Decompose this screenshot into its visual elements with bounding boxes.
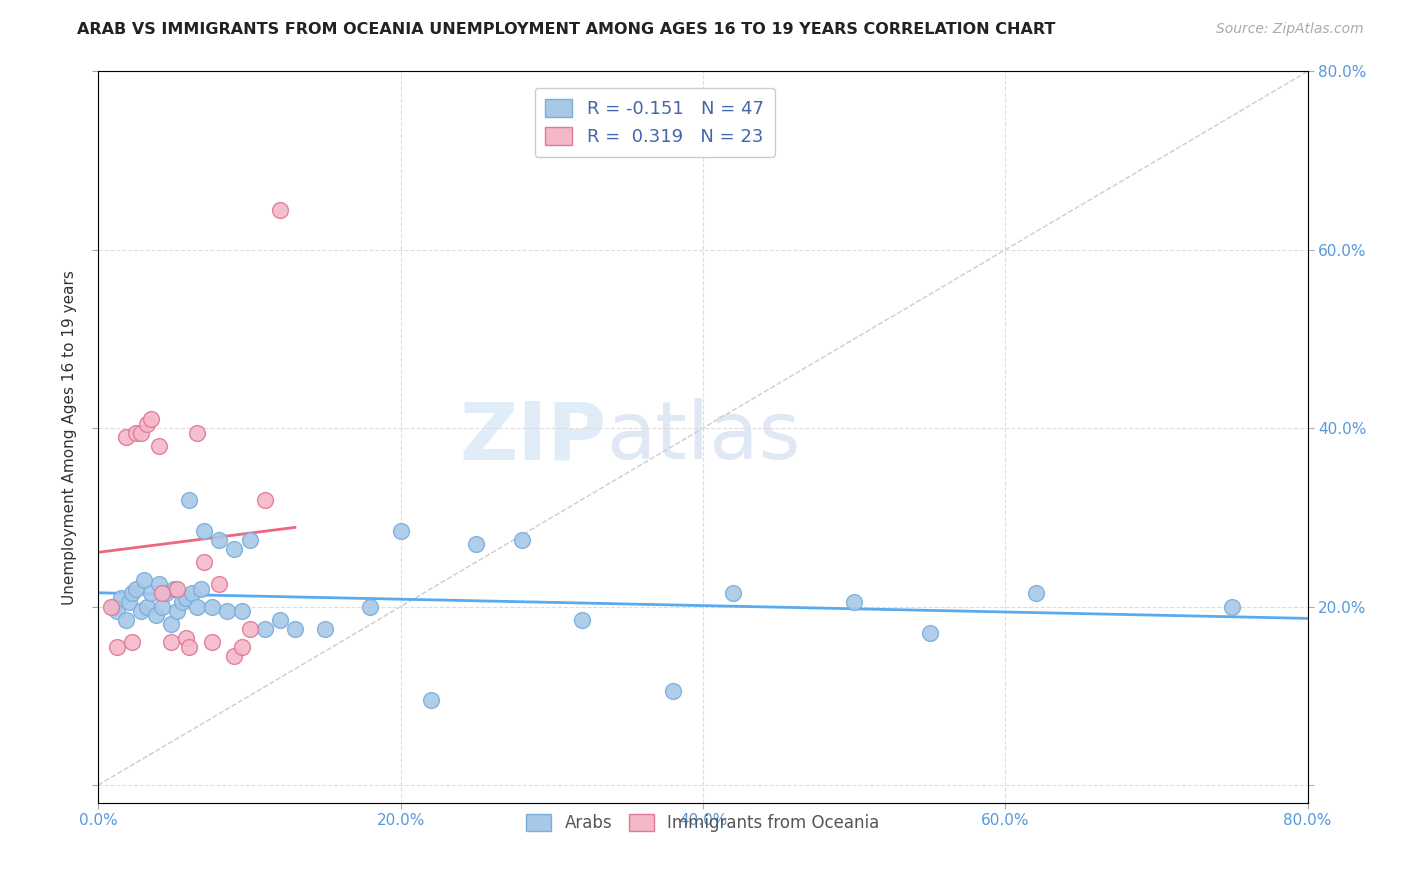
Point — [141, 586, 163, 600]
Point — [125, 425, 148, 440]
Point — [284, 622, 307, 636]
Text: ARAB VS IMMIGRANTS FROM OCEANIA UNEMPLOYMENT AMONG AGES 16 TO 19 YEARS CORRELATI: ARAB VS IMMIGRANTS FROM OCEANIA UNEMPLOY… — [77, 22, 1056, 37]
Point — [163, 582, 186, 596]
Point — [132, 573, 155, 587]
Point — [110, 591, 132, 605]
Point — [360, 599, 382, 614]
Point — [103, 599, 125, 614]
Point — [269, 202, 291, 217]
Point — [253, 492, 276, 507]
Point — [208, 577, 231, 591]
Point — [121, 635, 143, 649]
Point — [193, 555, 215, 569]
Legend: Arabs, Immigrants from Oceania: Arabs, Immigrants from Oceania — [520, 807, 886, 838]
Point — [193, 524, 215, 538]
Point — [129, 604, 152, 618]
Point — [114, 430, 136, 444]
Point — [179, 492, 201, 507]
Point — [190, 582, 212, 596]
Point — [181, 586, 204, 600]
Point — [420, 693, 443, 707]
Point — [224, 541, 246, 556]
Point — [170, 595, 193, 609]
Point — [125, 582, 148, 596]
Point — [215, 604, 238, 618]
Point — [231, 640, 253, 654]
Point — [239, 533, 262, 547]
Point — [1220, 599, 1243, 614]
Point — [201, 635, 224, 649]
Point — [186, 599, 208, 614]
Point — [150, 599, 173, 614]
Point — [160, 617, 183, 632]
Point — [201, 599, 224, 614]
Point — [269, 613, 291, 627]
Point — [314, 622, 336, 636]
Point — [160, 635, 183, 649]
Point — [148, 577, 170, 591]
Point — [1024, 586, 1046, 600]
Point — [174, 631, 197, 645]
Point — [150, 586, 173, 600]
Point — [844, 595, 866, 609]
Point — [114, 613, 136, 627]
Point — [166, 582, 188, 596]
Y-axis label: Unemployment Among Ages 16 to 19 years: Unemployment Among Ages 16 to 19 years — [62, 269, 77, 605]
Point — [135, 417, 157, 431]
Point — [118, 595, 141, 609]
Point — [224, 648, 246, 663]
Point — [148, 439, 170, 453]
Point — [208, 533, 231, 547]
Point — [186, 425, 208, 440]
Point — [174, 591, 197, 605]
Point — [166, 604, 188, 618]
Point — [135, 599, 157, 614]
Text: atlas: atlas — [606, 398, 800, 476]
Point — [231, 604, 253, 618]
Point — [723, 586, 745, 600]
Point — [239, 622, 262, 636]
Point — [100, 599, 122, 614]
Point — [141, 412, 163, 426]
Point — [105, 640, 128, 654]
Point — [145, 608, 167, 623]
Text: Source: ZipAtlas.com: Source: ZipAtlas.com — [1216, 22, 1364, 37]
Point — [105, 604, 128, 618]
Point — [179, 640, 201, 654]
Point — [571, 613, 593, 627]
Point — [129, 425, 152, 440]
Point — [121, 586, 143, 600]
Point — [510, 533, 533, 547]
Point — [918, 626, 941, 640]
Point — [661, 684, 683, 698]
Point — [155, 586, 177, 600]
Text: ZIP: ZIP — [458, 398, 606, 476]
Point — [389, 524, 412, 538]
Point — [465, 537, 488, 551]
Point — [253, 622, 276, 636]
